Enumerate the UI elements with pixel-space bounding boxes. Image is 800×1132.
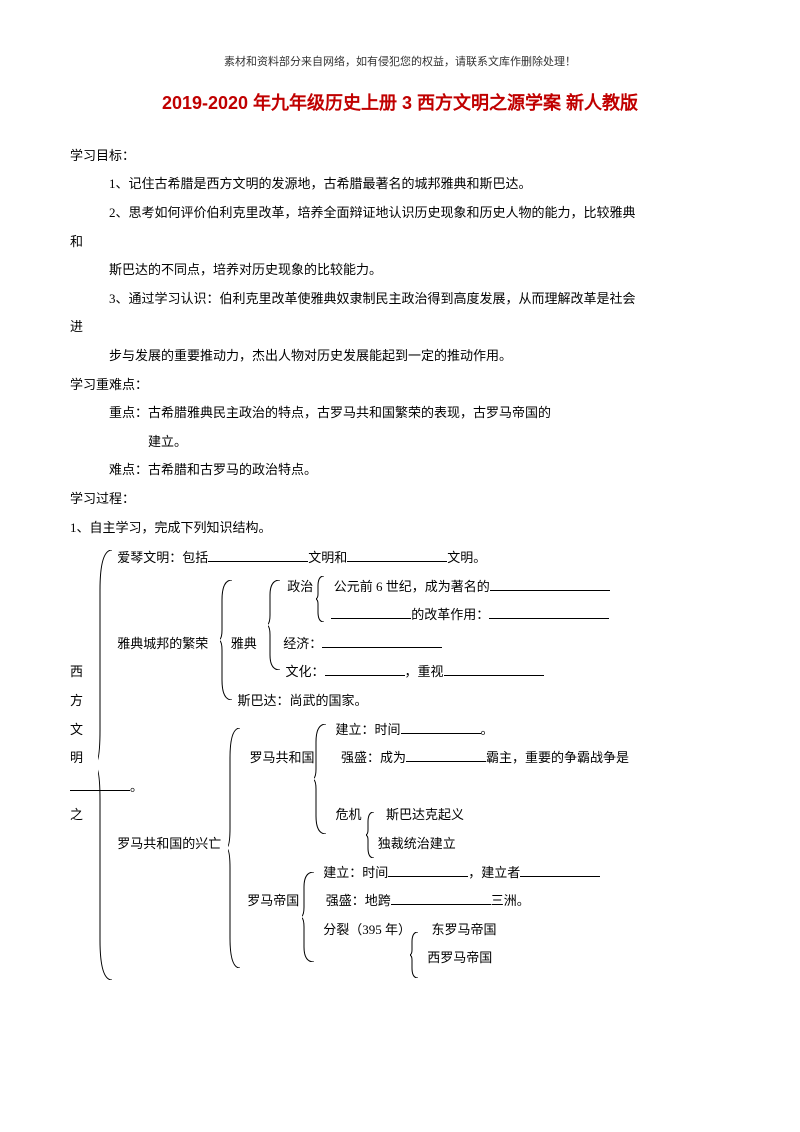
- label-strong3: 强盛：地跨: [326, 893, 391, 908]
- label-strong: 强盛：成为: [341, 750, 406, 765]
- blank: [401, 720, 481, 734]
- goal-3c: 步与发展的重要推动力，杰出人物对历史发展能起到一定的推动作用。: [70, 342, 730, 371]
- label-establish: 建立：时间: [336, 722, 401, 737]
- focus-1b: 建立。: [70, 428, 730, 457]
- knowledge-tree: 爱琴文明：包括文明和文明。 政治 公元前 6 世纪，成为著名的 的改革作用： 雅…: [70, 544, 730, 973]
- label-west-rome: 西罗马帝国: [427, 950, 492, 965]
- row-rome-fall: 罗马共和国的兴亡 独裁统治建立: [70, 830, 730, 859]
- label-crisis: 危机: [336, 807, 362, 822]
- row-cont: 。: [70, 773, 730, 802]
- blank: [331, 605, 411, 619]
- blank: [444, 662, 544, 676]
- label-rome-republic: 罗马共和国: [250, 750, 315, 765]
- label-ming: 明: [70, 750, 83, 765]
- process-1: 1、自主学习，完成下列知识结构。: [70, 514, 730, 543]
- label-aegean2: 文明和: [308, 550, 347, 565]
- label-west: 西: [70, 664, 83, 679]
- label-sparta: 斯巴达：尚武的国家。: [238, 693, 368, 708]
- blank: [322, 634, 442, 648]
- label-dictator: 独裁统治建立: [378, 836, 456, 851]
- goal-1: 1、记住古希腊是西方文明的发源地，古希腊最著名的城邦雅典和斯巴达。: [70, 170, 730, 199]
- label-establish2: 建立：时间: [323, 865, 388, 880]
- label-rome-empire: 罗马帝国: [247, 893, 299, 908]
- header-note: 素材和资料部分来自网络，如有侵犯您的权益，请联系文库作删除处理！: [70, 50, 730, 74]
- label-culture2: ，重视: [405, 664, 444, 679]
- page-title: 2019-2020 年九年级历史上册 3 西方文明之源学案 新人教版: [70, 84, 730, 124]
- row-athens: 雅典城邦的繁荣 雅典 经济：: [70, 630, 730, 659]
- goal-2b: 和: [70, 228, 730, 257]
- row-empire-estab: 建立：时间 ，建立者: [70, 859, 730, 888]
- label-strong3b: 三洲。: [491, 893, 530, 908]
- goal-2c: 斯巴达的不同点，培养对历史现象的比较能力。: [70, 256, 730, 285]
- goal-2a: 2、思考如何评价伯利克里改革，培养全面辩证地认识历史现象和历史人物的能力，比较雅…: [70, 199, 730, 228]
- row-split-east: 分裂（395 年） 东罗马帝国: [70, 916, 730, 945]
- blank: [70, 777, 130, 791]
- label-spartacus: 斯巴达克起义: [386, 807, 464, 822]
- blank: [391, 891, 491, 905]
- row-zhi-crisis: 之 危机 斯巴达克起义: [70, 801, 730, 830]
- label-aegean: 爱琴文明：包括: [117, 550, 208, 565]
- label-wen: 文: [70, 722, 83, 737]
- row-aegean: 爱琴文明：包括 文明和 文明。: [70, 544, 730, 573]
- blank: [325, 662, 405, 676]
- focus-2: 难点：古希腊和古罗马的政治特点。: [70, 456, 730, 485]
- section-process-heading: 学习过程：: [70, 485, 730, 514]
- section-focus-heading: 学习重难点：: [70, 371, 730, 400]
- label-politics1: 公元前 6 世纪，成为著名的: [334, 579, 490, 594]
- blank: [208, 548, 308, 562]
- row-politics2: 的改革作用：: [70, 601, 730, 630]
- label-split: 分裂（395 年）: [323, 922, 411, 937]
- label-politics: 政治: [287, 579, 313, 594]
- blank: [347, 548, 447, 562]
- label-athens: 雅典: [231, 636, 257, 651]
- blank: [520, 863, 600, 877]
- label-athens-prosper: 雅典城邦的繁荣: [117, 636, 208, 651]
- label-establish2b: ，建立者: [468, 865, 520, 880]
- label-fang: 方: [70, 693, 83, 708]
- goal-3b: 进: [70, 313, 730, 342]
- row-politics1: 政治 公元前 6 世纪，成为著名的: [70, 573, 730, 602]
- blank: [490, 577, 610, 591]
- section-goals-heading: 学习目标：: [70, 142, 730, 171]
- label-economy: 经济：: [283, 636, 322, 651]
- row-split-west: 西罗马帝国: [70, 944, 730, 973]
- row-west-culture: 西 文化： ，重视: [70, 658, 730, 687]
- row-sparta: 方 斯巴达：尚武的国家。: [70, 687, 730, 716]
- focus-1a: 重点：古希腊雅典民主政治的特点，古罗马共和国繁荣的表现，古罗马帝国的: [70, 399, 730, 428]
- blank: [489, 605, 609, 619]
- row-empire-strong: 罗马帝国 强盛：地跨 三洲。: [70, 887, 730, 916]
- label-culture: 文化：: [286, 664, 325, 679]
- label-strong2: 霸主，重要的争霸战争是: [486, 750, 629, 765]
- label-aegean3: 文明。: [447, 550, 486, 565]
- goal-3a: 3、通过学习认识：伯利克里改革使雅典奴隶制民主政治得到高度发展，从而理解改革是社…: [70, 285, 730, 314]
- label-politics2: 的改革作用：: [411, 607, 489, 622]
- label-zhi: 之: [70, 807, 83, 822]
- label-east-rome: 东罗马帝国: [432, 922, 497, 937]
- row-ming-rome: 明 罗马共和国 强盛：成为 霸主，重要的争霸战争是: [70, 744, 730, 773]
- row-wen-estab: 文 建立：时间。: [70, 716, 730, 745]
- label-rome-rise-fall: 罗马共和国的兴亡: [117, 836, 221, 851]
- blank: [388, 863, 468, 877]
- blank: [406, 748, 486, 762]
